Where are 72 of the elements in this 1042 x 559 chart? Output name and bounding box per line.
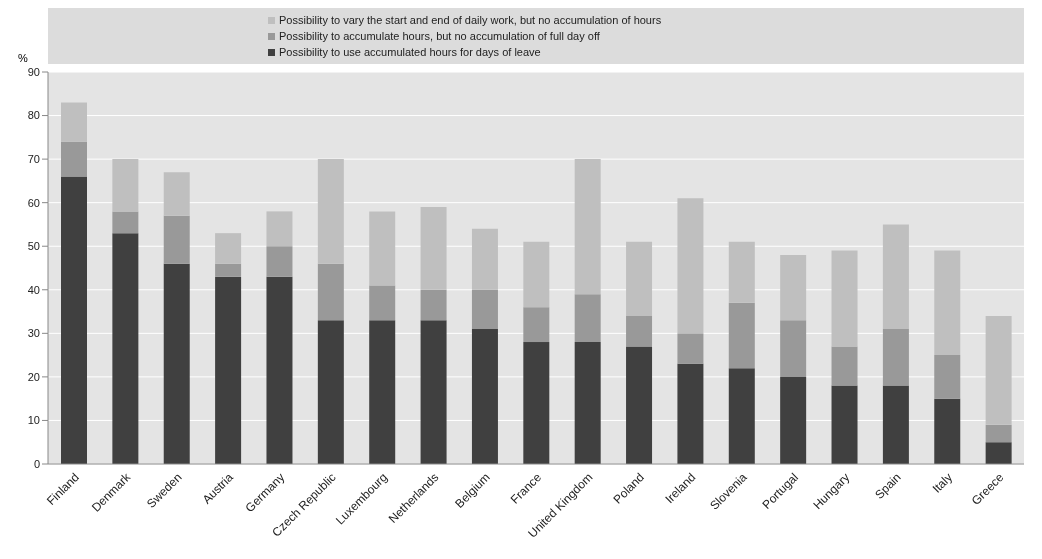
bar bbox=[369, 211, 396, 286]
y-tick-label: 10 bbox=[27, 414, 40, 427]
bar bbox=[934, 355, 961, 399]
y-tick-label: 90 bbox=[27, 65, 40, 78]
bar bbox=[728, 241, 755, 303]
y-tick-label: 50 bbox=[27, 240, 40, 253]
bar bbox=[626, 241, 653, 316]
x-tick-label: Italy bbox=[929, 470, 956, 496]
bar bbox=[471, 328, 498, 464]
bar bbox=[780, 376, 807, 464]
legend-label: Possibility to use accumulated hours for days of leave bbox=[279, 45, 541, 60]
bar bbox=[985, 424, 1012, 443]
bar bbox=[317, 159, 344, 264]
bar bbox=[369, 285, 396, 321]
bar bbox=[677, 333, 704, 364]
y-tick-label: 20 bbox=[27, 370, 40, 383]
bar bbox=[163, 215, 190, 264]
bar bbox=[523, 342, 550, 464]
bar bbox=[61, 102, 87, 142]
bar bbox=[574, 159, 601, 295]
y-tick-label: 0 bbox=[33, 457, 40, 470]
bar bbox=[61, 176, 87, 464]
bar bbox=[780, 254, 807, 321]
bar bbox=[112, 159, 139, 212]
bar bbox=[317, 263, 344, 321]
y-axis-title: % bbox=[18, 52, 28, 64]
y-tick-label: 40 bbox=[27, 283, 40, 296]
bar bbox=[934, 398, 961, 464]
bar bbox=[420, 320, 447, 464]
bar bbox=[471, 228, 498, 290]
bar bbox=[471, 289, 498, 329]
legend-label: Possibility to vary the start and end of daily work, but no accumulation of hours bbox=[279, 13, 662, 28]
bar bbox=[985, 442, 1012, 464]
bar bbox=[163, 172, 190, 216]
bar bbox=[317, 320, 344, 464]
bar bbox=[677, 363, 704, 464]
bar bbox=[677, 198, 704, 334]
bar bbox=[626, 315, 653, 347]
bar bbox=[112, 211, 139, 234]
y-tick-label: 80 bbox=[27, 109, 40, 122]
bar bbox=[420, 289, 447, 321]
bar bbox=[420, 207, 447, 290]
bar bbox=[61, 141, 87, 177]
bar bbox=[831, 250, 858, 347]
bar bbox=[266, 246, 293, 277]
bar bbox=[728, 302, 755, 369]
bar bbox=[831, 385, 858, 464]
bar bbox=[831, 346, 858, 386]
bar bbox=[780, 320, 807, 377]
bar bbox=[163, 263, 190, 464]
bar bbox=[626, 346, 653, 464]
y-tick-label: 70 bbox=[27, 153, 40, 166]
bar bbox=[215, 263, 242, 277]
bar bbox=[369, 320, 396, 464]
bar bbox=[266, 276, 293, 464]
bar bbox=[523, 241, 550, 308]
bar bbox=[985, 315, 1012, 425]
bar bbox=[882, 224, 909, 329]
bar bbox=[112, 233, 139, 464]
bar bbox=[728, 368, 755, 464]
y-tick-label: 30 bbox=[27, 327, 40, 340]
y-tick-label: 60 bbox=[27, 196, 40, 209]
bar bbox=[266, 211, 293, 247]
bar bbox=[934, 250, 961, 356]
bar bbox=[882, 385, 909, 464]
bar bbox=[574, 342, 601, 464]
bar bbox=[882, 328, 909, 386]
bar bbox=[574, 294, 601, 343]
bar bbox=[215, 276, 242, 464]
legend-label: Possibility to accumulate hours, but no accumulation of full day off bbox=[279, 29, 600, 44]
bar bbox=[215, 233, 242, 264]
bar bbox=[523, 307, 550, 343]
